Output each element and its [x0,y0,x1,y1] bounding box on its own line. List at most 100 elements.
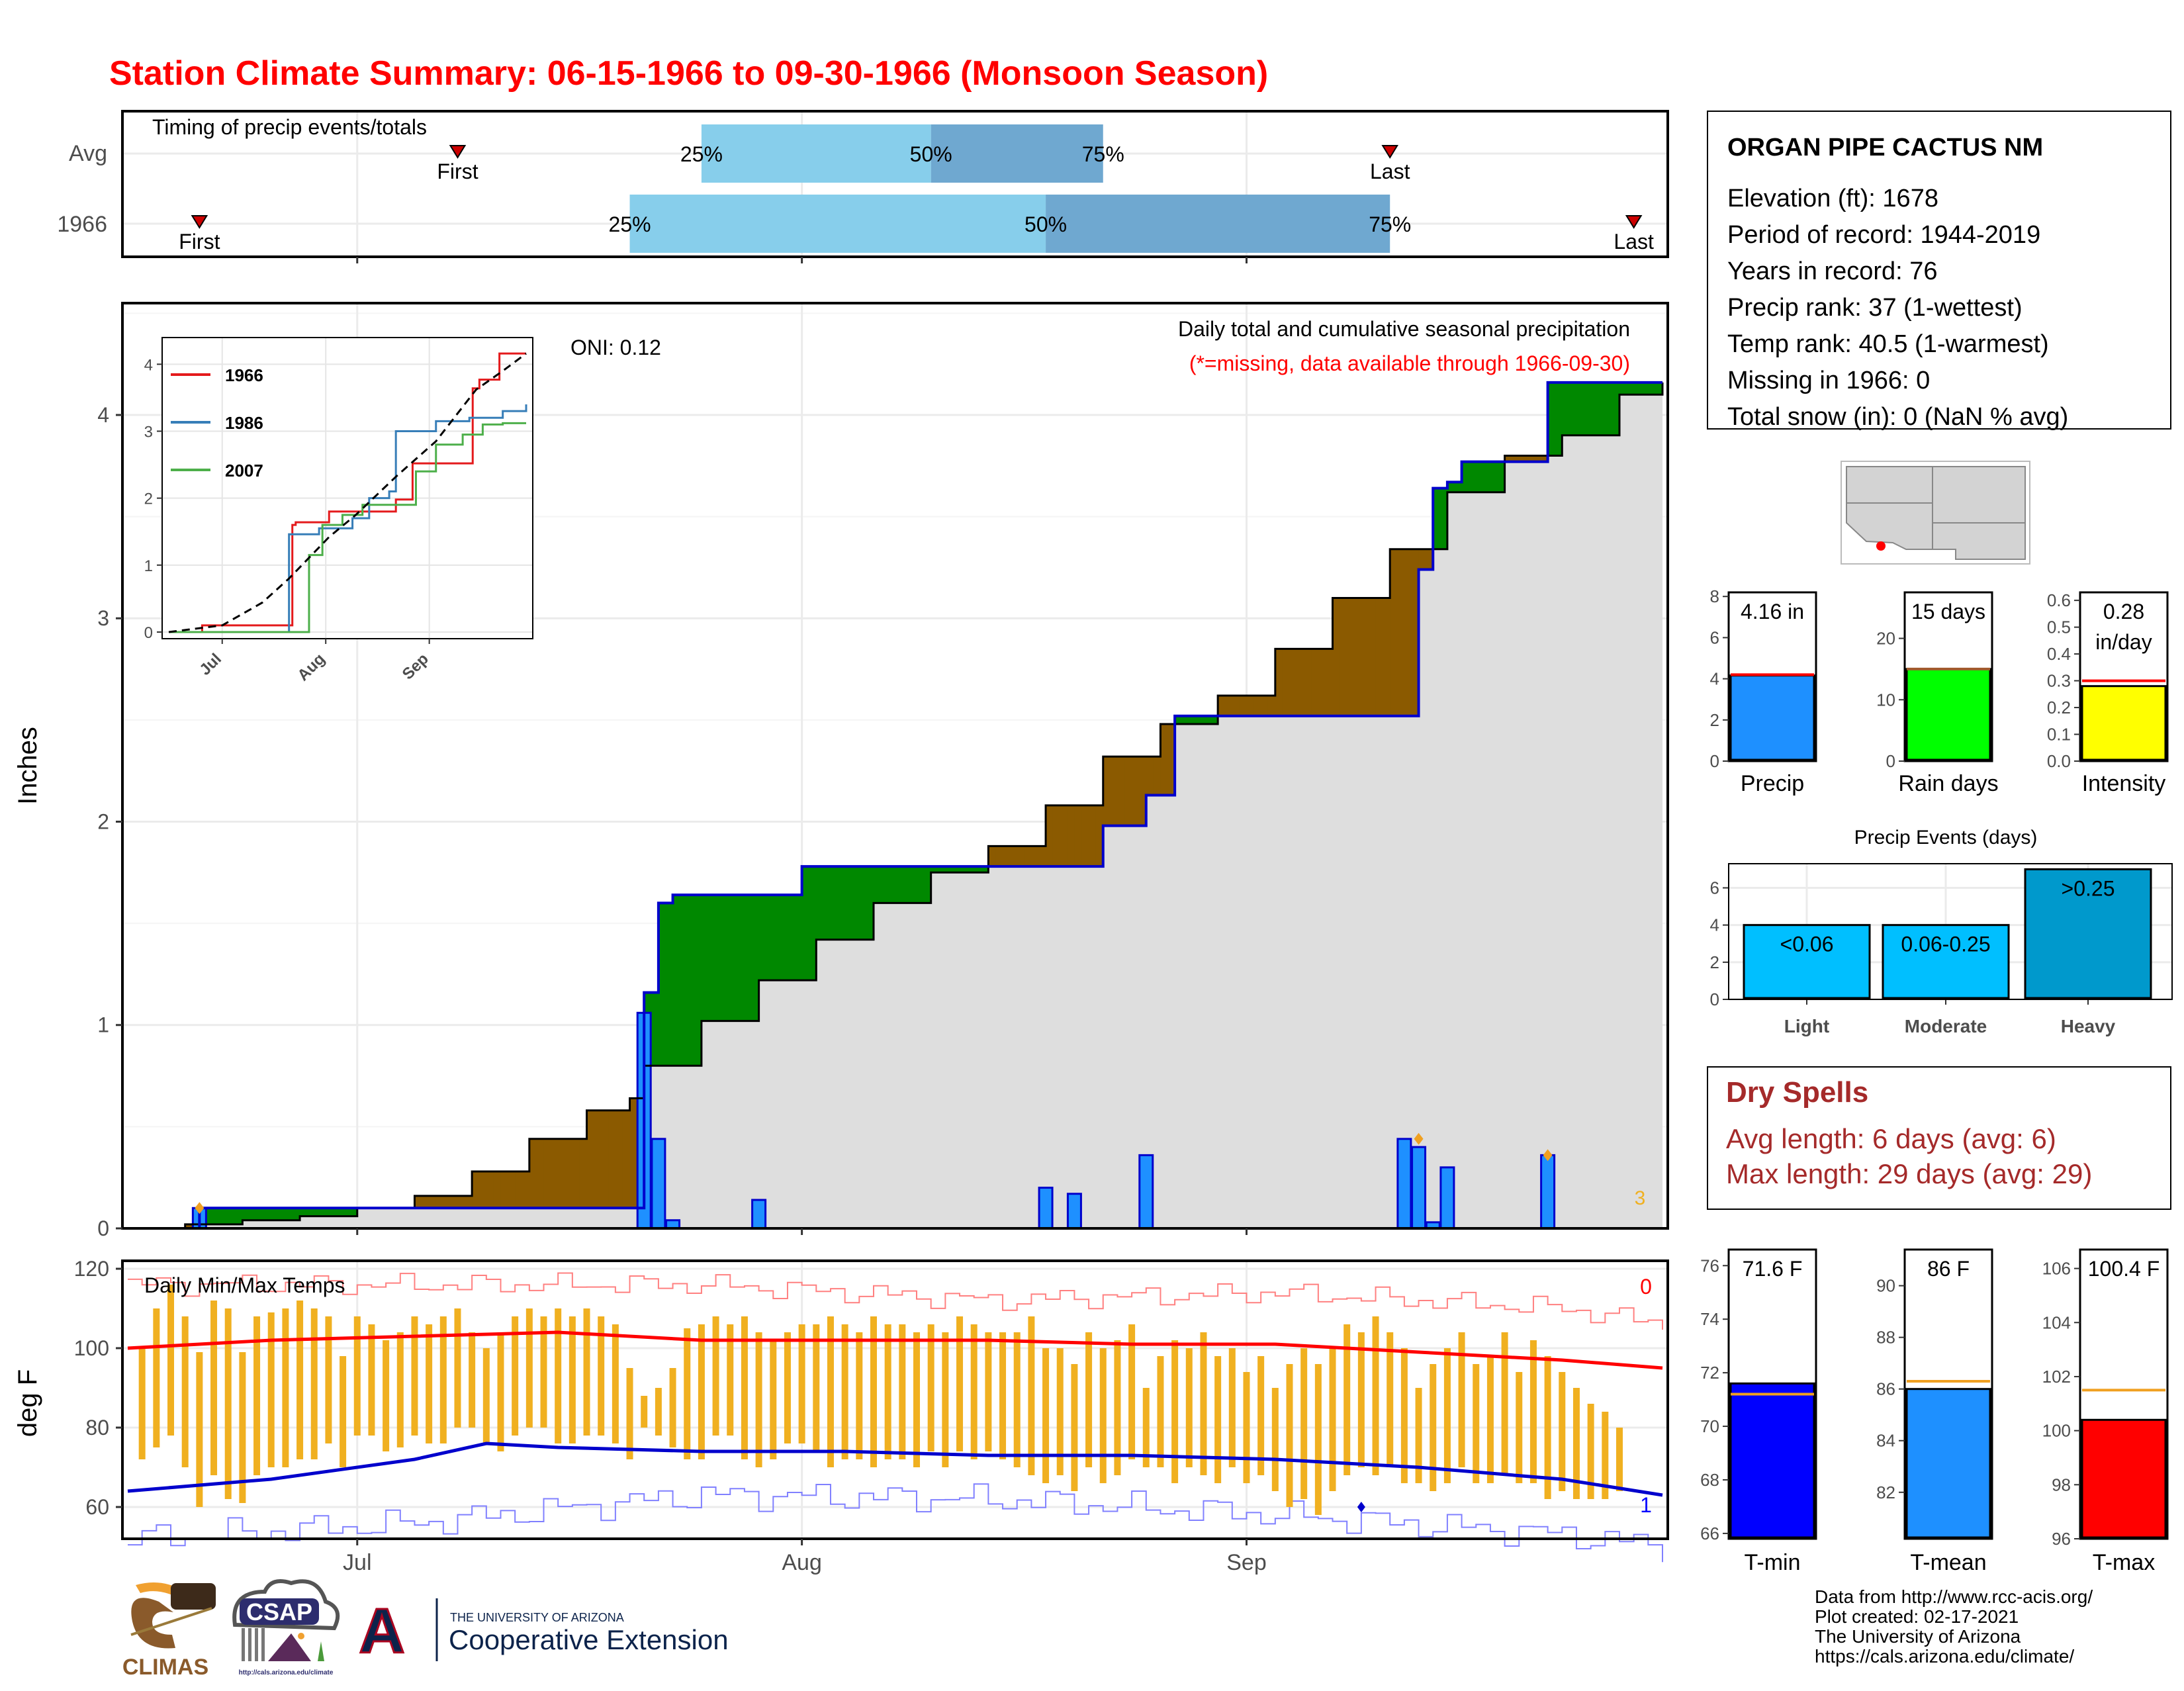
precip-deficit-block [1031,846,1039,867]
precip-daily-bar [651,1138,666,1230]
inset-ytick-label: 2 [144,490,153,508]
ua-logo: A THE UNIVERSITY OF ARIZONA Cooperative … [357,1595,729,1668]
precip-deficit-block [988,846,996,867]
events-ytick-label: 2 [1710,952,1719,972]
tmean-summary-label: T-mean [1910,1550,1986,1575]
precip-deficit-block [1132,756,1140,826]
tmax-summary-ytick-label: 106 [2042,1259,2071,1279]
temp-daily-bar [942,1332,949,1467]
precip-surplus-block [809,866,817,981]
precip-surplus-block [314,1208,322,1216]
precip-surplus-block [830,866,839,940]
precip-corner-count: 3 [1635,1187,1646,1209]
precip-daily-bar [751,1199,767,1230]
precip-deficit-block [565,1138,573,1209]
precip-deficit-block [608,1110,616,1209]
precip-surplus-block [1598,382,1606,435]
precip-surplus-block [801,866,810,981]
temp-daily-bar [1056,1348,1064,1475]
precip-avg-cumulative-line [128,382,1664,1230]
precip-surplus-block [730,895,738,1021]
precip-surplus-block [687,895,695,1066]
temp-daily-bar [1042,1348,1050,1483]
timing-label-last: Last [1614,230,1654,253]
precip-surplus-block [1648,382,1656,395]
timing-label-last: Last [1370,160,1410,183]
precip-deficit-block [1146,756,1154,796]
precip-surplus-block [336,1208,343,1216]
csap-url: http://cals.arizona.edu/climate [239,1669,334,1676]
precip-deficit-block [522,1171,530,1209]
temp-daily-bar [1559,1372,1566,1491]
inset-ytick-label: 1 [144,557,153,575]
timing-label-q75: 75% [1082,142,1124,166]
precip-surplus-block [751,895,760,1021]
precip-surplus-block [837,866,846,940]
precip-deficit-block [1117,756,1125,826]
temp-daily-bar [138,1348,146,1459]
precip-surplus-block [1469,461,1477,492]
precip-surplus-block [214,1208,222,1224]
precip-deficit-block [1404,549,1412,716]
station-precip-rank: Precip rank: 37 (1-wettest) [1727,294,2023,322]
temp-daily-bar [1415,1388,1422,1483]
temp-daily-bar [583,1308,590,1436]
temp-daily-bar [411,1316,418,1436]
precip-surplus-block [1605,382,1613,435]
precip-deficit-block [457,1195,465,1209]
temp-daily-bar [655,1388,662,1436]
precip-deficit-block [1390,549,1398,716]
precip-summary-ytick-label: 6 [1710,627,1719,647]
precip-surplus-block [758,895,767,981]
station-name: ORGAN PIPE CACTUS NM [1727,134,2043,161]
precip-surplus-block [680,895,688,1066]
precip-surplus-block [708,895,717,1021]
precip-deficit-block [558,1138,566,1209]
timing-bars: 25% 50% 75% First Last 25% 50% 75% First Last [179,124,1654,253]
tmax-summary-ytick-label: 96 [2052,1529,2071,1549]
precip-summary-ytick-label: 4 [1710,669,1719,689]
precip-deficit-block [1426,549,1433,570]
temp-daily-bar [1544,1356,1551,1499]
precip-deficit-block [1160,724,1168,796]
precip-surplus-block [271,1208,279,1220]
precip-surplus-block [349,1208,358,1216]
precip-daily-bar [1540,1154,1556,1230]
precip-surplus-block [1447,482,1455,492]
temp-yticks: 60 80 100 120 [74,1257,122,1519]
csap-logo: CSAP http://cals.arizona.edu/climate [232,1579,340,1676]
temp-daily-bar [598,1316,605,1436]
precip-surplus-block [242,1208,250,1220]
precip-surplus-block [766,895,774,981]
precip-surplus-block [328,1208,336,1216]
events-bar-tag: >0.25 [2062,876,2115,900]
precip-surplus-block [306,1208,315,1216]
dry-spells-max: Max length: 29 days (avg: 29) [1726,1158,2092,1189]
precip-deficit-block [443,1195,451,1209]
timing-label-q25: 25% [609,212,651,236]
rain-days-summary-label: Rain days [1898,771,1998,796]
precip-surplus-block [895,866,903,903]
precip-surplus-block [228,1208,236,1224]
timing-bar-q25-q50 [701,124,931,183]
events-ytick-label: 6 [1710,878,1719,898]
precip-surplus-block [665,903,674,1066]
tmean-summary-ytick-label: 90 [1876,1276,1895,1296]
precip-summary-label: Precip [1741,771,1804,796]
precip-deficit-block [1533,455,1541,462]
temp-daily-bar [210,1301,218,1475]
precip-surplus-block [823,866,831,940]
temp-daily-bar [684,1328,691,1459]
precip-event-diamond [1414,1132,1424,1145]
temp-ytick-label: 80 [85,1416,109,1440]
precip-surplus-block [1189,715,1197,725]
precip-deficit-block [1340,598,1347,716]
precip-summary-ytick-label: 8 [1710,586,1719,606]
precip-surplus-block [715,895,724,1021]
temp-daily-bar [153,1308,160,1447]
inset-legend: 1966 1986 2007 [171,365,263,480]
temp-daily-bar [439,1316,447,1443]
inset-legend-1986: 1986 [225,413,263,433]
